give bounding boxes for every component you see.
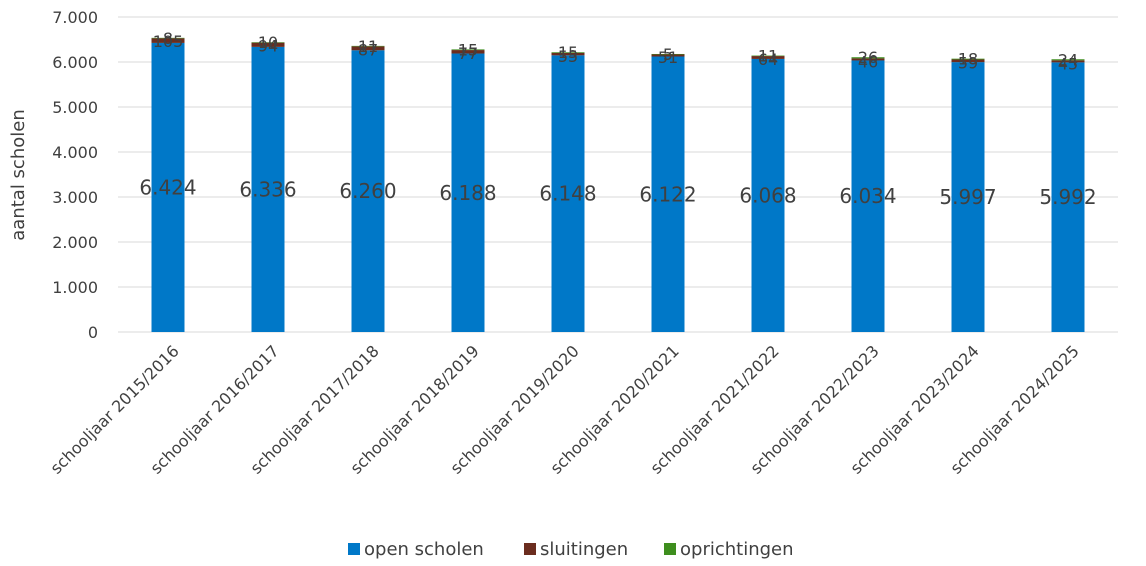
bar-segment-sluitingen [351, 46, 385, 51]
y-tick-label: 4.000 [52, 143, 98, 162]
legend-label: sluitingen [540, 539, 628, 560]
data-label: 10 [258, 33, 278, 52]
y-tick-label: 0 [88, 323, 98, 342]
data-label: 55 [558, 47, 578, 66]
data-label: 6.034 [839, 184, 896, 208]
bar-segment-sluitingen [451, 50, 485, 54]
bar-segment-open-scholen [551, 55, 585, 333]
bar-segment-oprichtingen [651, 53, 685, 55]
bar-segment-oprichtingen [551, 52, 585, 53]
data-label: 6.188 [439, 181, 496, 205]
bar-segment-oprichtingen [151, 37, 185, 39]
bar-segment-open-scholen [951, 62, 985, 332]
bar-segment-oprichtingen [1051, 59, 1085, 61]
data-label: 77 [458, 44, 478, 63]
data-label: 26 [858, 48, 878, 67]
bar-segment-open-scholen [651, 56, 685, 332]
legend-label: oprichtingen [680, 539, 794, 560]
data-label: 94 [258, 37, 278, 56]
bar-segment-sluitingen [751, 56, 785, 59]
data-labels: 6.42410586.33694106.26087116.18877156.14… [139, 29, 1096, 209]
data-label: 45 [1058, 54, 1078, 73]
data-label: 51 [658, 48, 678, 67]
bar-segment-open-scholen [151, 42, 185, 333]
data-label: 24 [1058, 50, 1078, 69]
data-label: 11 [358, 37, 378, 56]
data-label: 6.260 [339, 179, 396, 203]
data-label: 46 [858, 52, 878, 71]
bar-segment-open-scholen [251, 46, 285, 332]
bar-segment-sluitingen [251, 42, 285, 47]
y-tick-label: 1.000 [52, 278, 98, 297]
data-label: 6.336 [239, 177, 296, 201]
data-label: 18 [958, 50, 978, 69]
legend-swatch [664, 543, 676, 555]
data-label: 6.122 [639, 182, 696, 206]
y-tick-label: 3.000 [52, 188, 98, 207]
y-tick-label: 2.000 [52, 233, 98, 252]
y-axis-title: aantal scholen [8, 109, 29, 240]
y-axis-ticks: 0 1.000 2.000 3.000 4.000 5.000 6.000 7.000 [52, 8, 98, 342]
data-label: 6.068 [739, 183, 796, 207]
bar-segment-oprichtingen [351, 45, 385, 47]
y-tick-label: 7.000 [52, 8, 98, 27]
legend-swatch [524, 543, 536, 555]
bar-segment-open-scholen [751, 58, 785, 332]
legend-swatch [348, 543, 360, 555]
bar-segment-sluitingen [651, 54, 685, 57]
data-label: 6.148 [539, 182, 596, 206]
data-label: 59 [958, 53, 978, 72]
data-label: 15 [558, 43, 578, 62]
legend-label: open scholen [364, 539, 484, 560]
data-label: 5 [663, 45, 673, 64]
bar-segment-sluitingen [551, 52, 585, 56]
bar-segment-oprichtingen [851, 57, 885, 59]
data-label: 6.424 [139, 175, 196, 199]
bar-segment-sluitingen [951, 59, 985, 63]
bar-segment-oprichtingen [451, 49, 485, 51]
data-label: 15 [458, 40, 478, 59]
bar-segment-oprichtingen [251, 42, 285, 43]
bar-segment-sluitingen [1051, 60, 1085, 63]
bar-segment-sluitingen [851, 58, 885, 61]
gridlines [118, 16, 1118, 333]
data-label: 5.997 [939, 185, 996, 209]
data-label: 64 [758, 50, 778, 69]
bar-segment-oprichtingen [751, 55, 785, 57]
data-label: 11 [758, 47, 778, 66]
bar-segment-sluitingen [151, 38, 185, 43]
legend: open scholen sluitingen oprichtingen [348, 539, 794, 560]
y-tick-label: 6.000 [52, 53, 98, 72]
data-label: 5.992 [1039, 185, 1096, 209]
bars [151, 37, 1085, 333]
data-label: 87 [358, 40, 378, 59]
data-label: 8 [163, 29, 173, 48]
data-label: 105 [153, 32, 184, 51]
bar-segment-open-scholen [451, 53, 485, 332]
bar-segment-open-scholen [351, 50, 385, 333]
bar-segment-open-scholen [1051, 62, 1085, 333]
bar-segment-oprichtingen [951, 58, 985, 60]
y-tick-label: 5.000 [52, 98, 98, 117]
bar-segment-open-scholen [851, 60, 885, 332]
